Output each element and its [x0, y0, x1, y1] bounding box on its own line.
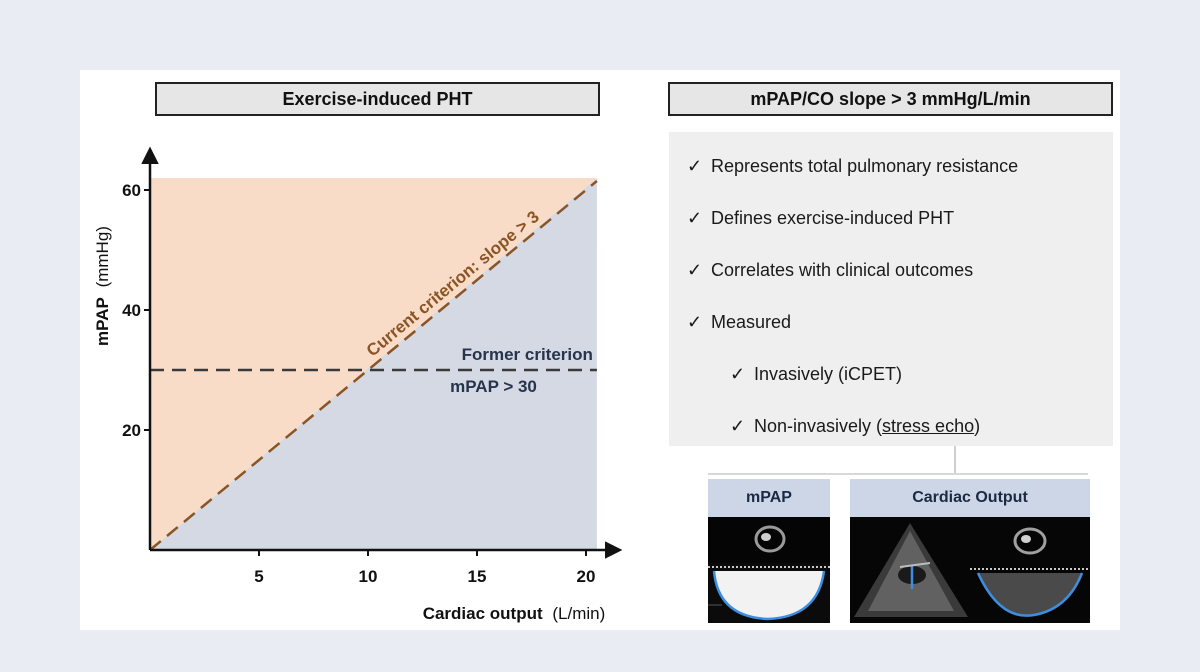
x-tick-label: 5: [254, 567, 263, 586]
x-axis-title: Cardiac output (L/min): [423, 604, 606, 623]
y-tick-label: 40: [122, 301, 141, 320]
right-panel-title: mPAP/CO slope > 3 mmHg/L/min: [668, 82, 1113, 116]
criterion-text: Represents total pulmonary resistance: [711, 156, 1019, 176]
criteria-panel: ✓ Represents total pulmonary resistance ✓…: [669, 132, 1113, 446]
x-tick-label: 20: [577, 567, 596, 586]
criterion-item: ✓ Defines exercise-induced PHT: [687, 208, 954, 229]
check-icon: ✓: [687, 208, 703, 228]
echo-cardiac-output-graphic: [850, 517, 1090, 623]
y-tick-label: 60: [122, 181, 141, 200]
former-criterion-threshold-label: mPAP > 30: [450, 377, 537, 396]
echo-cardiac-output-header: Cardiac Output: [850, 479, 1090, 517]
criterion-subitem: ✓ Invasively (iCPET): [730, 364, 902, 385]
check-icon: ✓: [730, 416, 746, 436]
current-criterion-line: [149, 180, 598, 551]
former-criterion-label: Former criterion: [462, 345, 593, 364]
connector-line: [954, 446, 956, 474]
x-tick-label: 15: [468, 567, 487, 586]
x-axis-title-unit: (L/min): [552, 604, 605, 623]
criterion-text-suffix: ): [974, 416, 981, 436]
criterion-item: ✓ Represents total pulmonary resistance: [687, 156, 1018, 177]
criterion-text: Correlates with clinical outcomes: [711, 260, 974, 280]
criterion-text-prefix: Non-invasively (: [754, 416, 883, 436]
x-tick-label: 10: [359, 567, 378, 586]
x-tick-group: 5 10 15 20: [254, 550, 595, 586]
left-panel-title: Exercise-induced PHT: [155, 82, 600, 116]
criterion-text: Invasively (iCPET): [754, 364, 903, 384]
echo-cardiac-output-image: [850, 517, 1090, 623]
criterion-text: Measured: [711, 312, 792, 332]
y-axis-title: mPAP (mmHg): [93, 226, 112, 346]
criterion-text-underlined: stress echo: [882, 416, 975, 436]
y-tick-group: 20 40 60: [122, 181, 150, 440]
criterion-item: ✓ Measured: [687, 312, 791, 333]
criterion-subitem: ✓ Non-invasively (stress echo): [730, 416, 980, 437]
y-axis-title-unit: (mmHg): [93, 226, 112, 287]
y-axis-title-main: mPAP: [93, 297, 112, 346]
y-tick-label: 20: [122, 421, 141, 440]
check-icon: ✓: [687, 312, 703, 332]
x-axis-title-main: Cardiac output: [423, 604, 543, 623]
echo-mpap-graphic: [708, 517, 830, 621]
connector-bracket: [708, 473, 1088, 475]
echo-mpap-header: mPAP: [708, 479, 830, 517]
check-icon: ✓: [687, 156, 703, 176]
check-icon: ✓: [730, 364, 746, 384]
check-icon: ✓: [687, 260, 703, 280]
criterion-text: Defines exercise-induced PHT: [711, 208, 955, 228]
criterion-item: ✓ Correlates with clinical outcomes: [687, 260, 973, 281]
figure: 5 10 15 20 20 40 60 Current criterion: slope …: [80, 70, 1120, 630]
echo-mpap-image: [708, 517, 830, 623]
